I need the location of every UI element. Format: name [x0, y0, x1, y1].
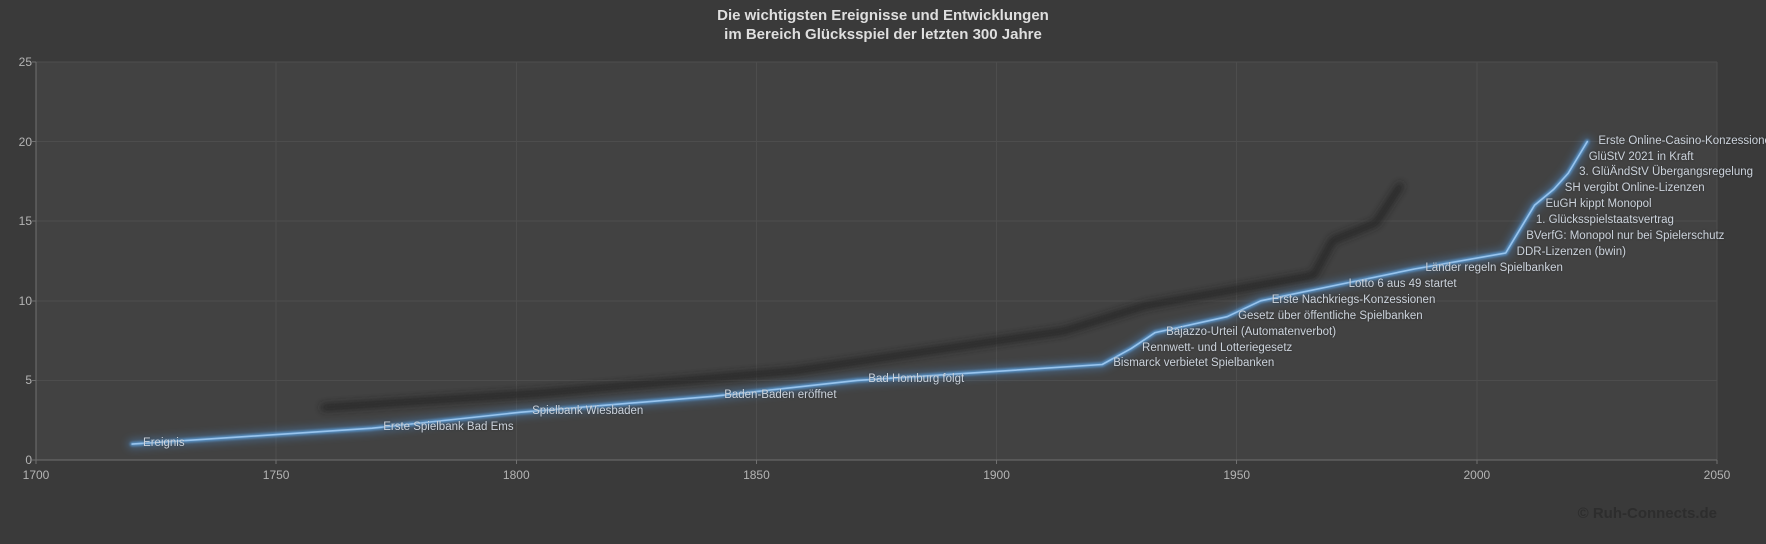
x-axis-tick-label: 2000 — [1463, 468, 1491, 482]
y-axis-tick-label: 15 — [18, 214, 32, 229]
data-point-label: 3. GlüÄndStV Übergangsregelung — [1579, 166, 1754, 179]
data-point-label: Erste Nachkriegs-Konzessionen — [1271, 293, 1436, 306]
data-point-label: DDR-Lizenzen (bwin) — [1516, 246, 1626, 259]
data-point-label: Gesetz über öffentliche Spielbanken — [1238, 309, 1423, 322]
x-axis-tick-label: 1800 — [502, 468, 530, 482]
data-point-label: Spielbank Wiesbaden — [532, 405, 644, 418]
copyright-watermark: © Ruh-Connects.de — [1577, 505, 1717, 522]
data-point-label: Bad Homburg folgt — [868, 373, 965, 386]
x-axis-tick-label: 1700 — [22, 468, 50, 482]
x-axis-tick-label: 1900 — [983, 468, 1010, 482]
x-axis-tick-label: 1850 — [743, 468, 770, 482]
chart-title: Die wichtigsten Ereignisse und Entwicklu… — [0, 6, 1766, 44]
axes — [32, 61, 1718, 464]
data-point-label: GlüStV 2021 in Kraft — [1588, 150, 1694, 163]
data-point-label: EuGH kippt Monopol — [1545, 198, 1652, 211]
data-point-label: Baden-Baden eröffnet — [724, 389, 837, 402]
data-point-label: Länder regeln Spielbanken — [1425, 261, 1563, 274]
x-axis-tick-label: 2050 — [1703, 468, 1731, 482]
data-point-label: Erste Online-Casino-Konzessionen — [1598, 134, 1766, 147]
series-lines — [127, 136, 1593, 450]
data-point-label: Ereignis — [143, 437, 185, 450]
chart-title-line-2: im Bereich Glücksspiel der letzten 300 J… — [724, 26, 1042, 43]
y-axis-tick-label: 10 — [18, 293, 32, 308]
chart-title-line-1: Die wichtigsten Ereignisse und Entwicklu… — [717, 7, 1049, 24]
x-axis-tick-label: 1750 — [262, 468, 290, 482]
data-point-label: 1. Glücksspielstaatsvertrag — [1535, 214, 1674, 227]
data-point-label: BVerfG: Monopol nur bei Spielerschutz — [1526, 230, 1725, 243]
data-point-label: SH vergibt Online-Lizenzen — [1564, 182, 1705, 195]
x-axis-tick-label: 1950 — [1223, 468, 1251, 482]
data-point-label: Erste Spielbank Bad Ems — [383, 421, 514, 434]
shadow-line — [320, 182, 1404, 411]
data-point-label: Lotto 6 aus 49 startet — [1348, 277, 1457, 290]
data-point-label: Rennwett- und Lotteriegesetz — [1142, 341, 1293, 354]
data-point-label: Bajazzo-Urteil (Automatenverbot) — [1166, 325, 1337, 338]
data-point-label: Bismarck verbietet Spielbanken — [1113, 357, 1275, 370]
y-axis-tick-label: 25 — [18, 55, 32, 69]
y-axis-tick-label: 20 — [18, 134, 32, 149]
y-axis-tick-label: 0 — [25, 453, 32, 467]
event-line-core — [131, 140, 1589, 445]
y-axis-tick-label: 5 — [25, 373, 32, 388]
